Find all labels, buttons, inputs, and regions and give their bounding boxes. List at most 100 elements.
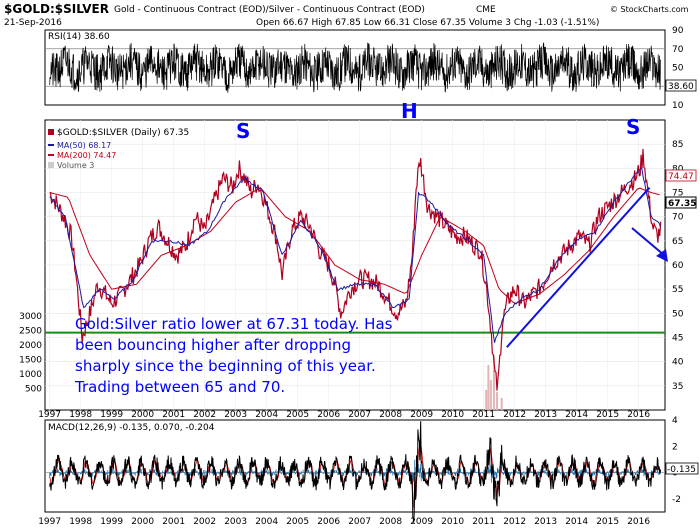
legend-volume: Volume 3 bbox=[57, 161, 94, 170]
volume-ytick-label: 500 bbox=[25, 385, 42, 395]
pattern-left-shoulder: S bbox=[236, 119, 250, 143]
year-tick-label: 2009 bbox=[410, 410, 433, 420]
rsi-ytick-label: 10 bbox=[672, 101, 684, 111]
year-tick-label: 2007 bbox=[348, 517, 371, 527]
year-tick-label: 2004 bbox=[255, 410, 278, 420]
year-tick-label: 2007 bbox=[348, 410, 371, 420]
macd-value-box bbox=[665, 462, 699, 475]
rsi-value-label: 38.60 bbox=[668, 82, 694, 92]
volume-bar bbox=[489, 380, 492, 410]
volume-ytick-label: 3000 bbox=[19, 312, 42, 322]
price-legend: $GOLD:$SILVER (Daily) 67.35 MA(50) 68.17… bbox=[48, 128, 189, 170]
volume-ytick-label: 1000 bbox=[19, 370, 42, 380]
price-ytick-label: 35 bbox=[672, 382, 683, 392]
price-ytick-label: 45 bbox=[672, 334, 683, 344]
macd-legend: MACD(12,26,9) -0.135, 0.070, -0.204 bbox=[48, 423, 215, 433]
stockcharts-watermark: © StockCharts.com bbox=[610, 5, 689, 14]
year-axis-macd: 1997 1998 1999 2000 2001 2002 2003 2004 2005 2006… bbox=[38, 517, 650, 527]
year-tick-label: 2015 bbox=[596, 410, 619, 420]
pattern-right-shoulder: S bbox=[626, 115, 640, 139]
year-tick-label: 2008 bbox=[379, 517, 402, 527]
legend-price: $GOLD:$SILVER (Daily) 67.35 bbox=[57, 128, 189, 138]
macd-line bbox=[49, 421, 662, 523]
price-ytick-label: 80 bbox=[672, 164, 684, 174]
year-tick-label: 2009 bbox=[410, 517, 433, 527]
rsi-ytick-label: 70 bbox=[672, 45, 684, 55]
chart-date: 21-Sep-2016 bbox=[4, 18, 62, 28]
chart-description: Gold - Continuous Contract (EOD)/Silver … bbox=[114, 5, 425, 15]
year-tick-label: 2014 bbox=[565, 410, 588, 420]
year-tick-label: 1998 bbox=[69, 410, 92, 420]
year-tick-label: 2016 bbox=[627, 410, 650, 420]
volume-ytick-label: 2000 bbox=[19, 341, 42, 351]
volume-bar bbox=[500, 398, 503, 410]
year-tick-label: 2001 bbox=[162, 517, 185, 527]
price-ytick-label: 40 bbox=[672, 358, 684, 368]
pattern-head: H bbox=[401, 99, 418, 123]
year-tick-label: 2005 bbox=[286, 517, 309, 527]
year-tick-label: 2010 bbox=[441, 517, 464, 527]
year-tick-label: 1999 bbox=[100, 410, 123, 420]
year-axis-price: 1997 1998 1999 2000 2001 2002 2003 2004 2005 2006… bbox=[38, 410, 650, 420]
year-tick-label: 1999 bbox=[100, 517, 123, 527]
macd-panel: MACD(12,26,9) -0.135, 0.070, -0.204 420-… bbox=[44, 416, 699, 523]
volume-ytick-label: 1500 bbox=[19, 356, 42, 366]
year-tick-label: 2015 bbox=[596, 517, 619, 527]
price-ytick-label: 70 bbox=[672, 213, 684, 223]
year-tick-label: 2013 bbox=[534, 410, 557, 420]
rsi-legend: RSI(14) 38.60 bbox=[48, 32, 110, 42]
last-price-label: 67.35 bbox=[668, 199, 696, 209]
year-tick-label: 2012 bbox=[503, 410, 526, 420]
ma200-value-label: 74.47 bbox=[668, 172, 694, 182]
year-tick-label: 2006 bbox=[317, 410, 340, 420]
year-tick-label: 2002 bbox=[193, 410, 216, 420]
volume-bar bbox=[485, 390, 488, 410]
macd-ytick-label: -2 bbox=[672, 495, 681, 505]
macd-ytick-label: 4 bbox=[672, 416, 678, 426]
ohlc-values: Open 66.67 High 67.85 Low 66.31 Close 67… bbox=[256, 18, 599, 28]
legend-ma200: MA(200) 74.47 bbox=[57, 151, 116, 160]
year-tick-label: 2012 bbox=[503, 517, 526, 527]
macd-value-label: -0.135 bbox=[667, 465, 696, 475]
year-tick-label: 2002 bbox=[193, 517, 216, 527]
rsi-panel: RSI(14) 38.60 1030507090 38.60 bbox=[44, 26, 697, 111]
volume-ytick-label: 2500 bbox=[19, 327, 42, 337]
price-ytick-label: 65 bbox=[672, 237, 683, 247]
year-tick-label: 1997 bbox=[38, 517, 61, 527]
year-tick-label: 2003 bbox=[224, 410, 247, 420]
ma50-line bbox=[49, 166, 661, 343]
trendline bbox=[506, 187, 651, 348]
price-ytick-label: 75 bbox=[672, 189, 683, 199]
down-arrow bbox=[631, 227, 668, 262]
rsi-ytick-label: 50 bbox=[672, 64, 684, 74]
price-ytick-label: 50 bbox=[672, 309, 684, 319]
rsi-value-box bbox=[665, 79, 697, 92]
year-tick-label: 1998 bbox=[69, 517, 92, 527]
ma200-line bbox=[49, 187, 660, 304]
year-tick-label: 2011 bbox=[472, 410, 495, 420]
chart-symbol: $GOLD:$SILVER bbox=[4, 2, 109, 16]
year-tick-label: 2008 bbox=[379, 410, 402, 420]
rsi-line bbox=[49, 42, 662, 93]
year-tick-label: 2004 bbox=[255, 517, 278, 527]
price-panel: 35 40 45 50 55 60 65 70 75 80 85 3000 2500 2000 1500 1… bbox=[19, 99, 697, 411]
year-tick-label: 2006 bbox=[317, 517, 340, 527]
chart-exchange: CME bbox=[476, 5, 496, 15]
year-tick-label: 2010 bbox=[441, 410, 464, 420]
price-ytick-label: 55 bbox=[672, 285, 683, 295]
rsi-ytick-label: 90 bbox=[672, 26, 684, 36]
year-tick-label: 2014 bbox=[565, 517, 588, 527]
year-tick-label: 2000 bbox=[131, 410, 154, 420]
price-ytick-label: 60 bbox=[672, 261, 684, 271]
last-price-box bbox=[665, 196, 697, 209]
ma200-value-box bbox=[665, 169, 697, 182]
year-tick-label: 1997 bbox=[38, 410, 61, 420]
year-tick-label: 2011 bbox=[472, 517, 495, 527]
year-tick-label: 2003 bbox=[224, 517, 247, 527]
volume-bar bbox=[492, 355, 495, 410]
year-tick-label: 2001 bbox=[162, 410, 185, 420]
price-ytick-label: 85 bbox=[672, 140, 683, 150]
volume-bar bbox=[487, 365, 490, 410]
year-tick-label: 2000 bbox=[131, 517, 154, 527]
